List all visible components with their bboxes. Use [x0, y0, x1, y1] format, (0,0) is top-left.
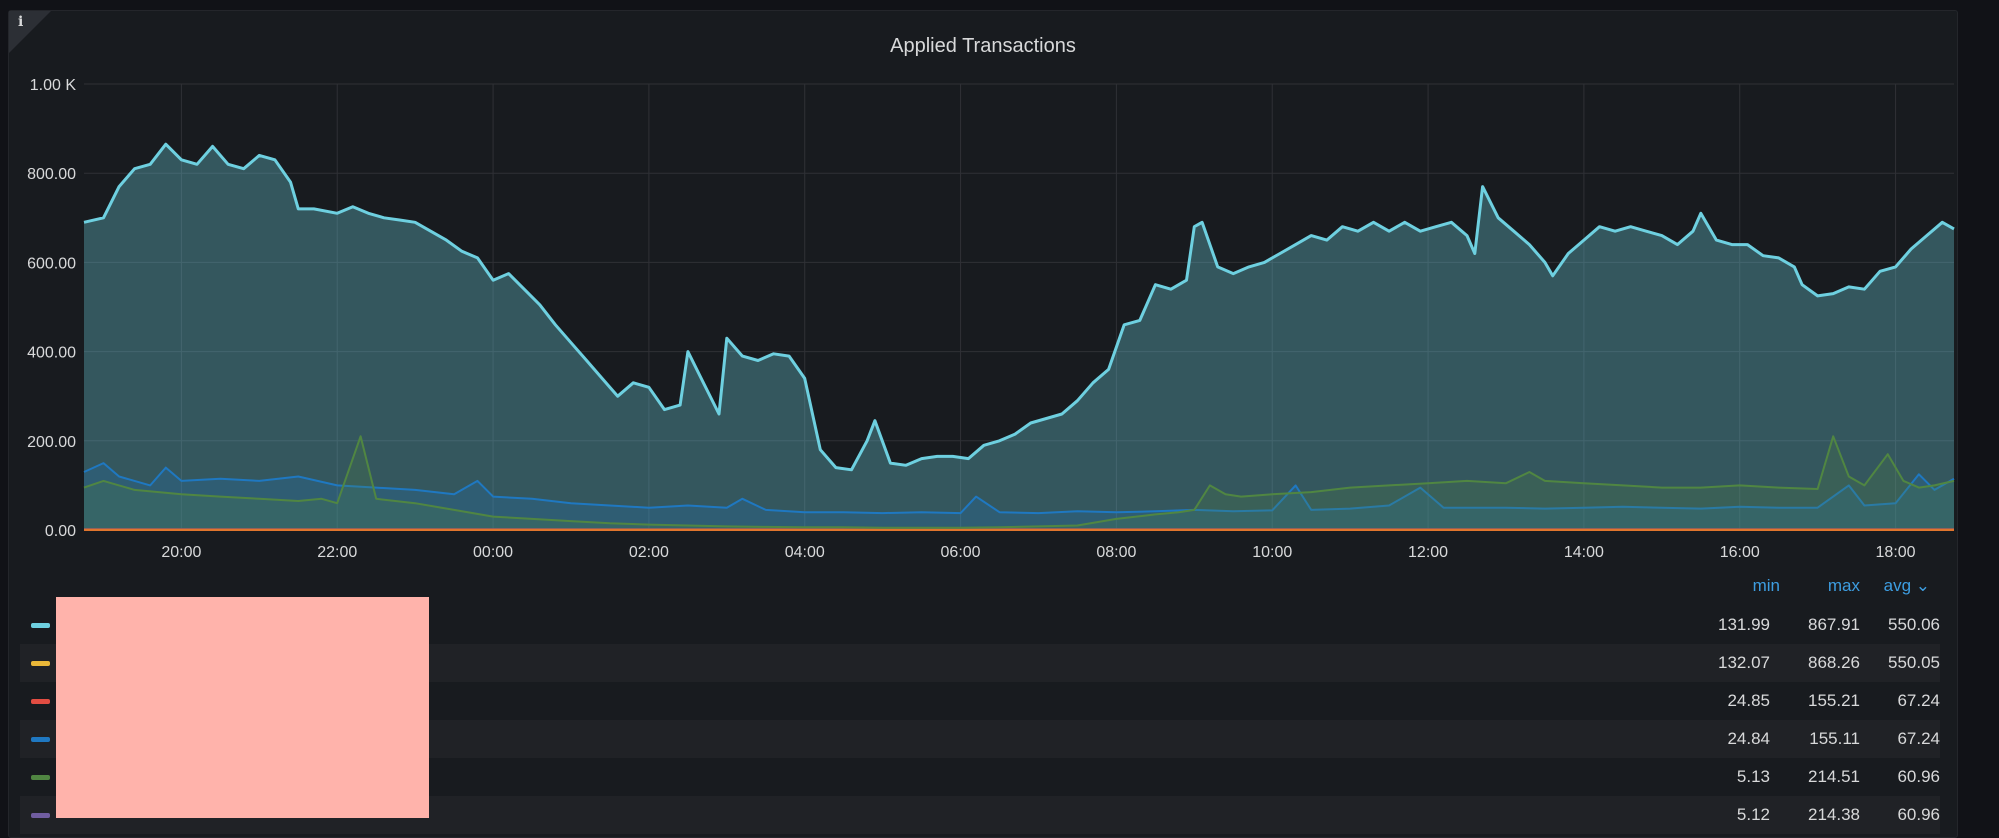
legend-row[interactable]: 131.99 867.91 550.06 — [20, 606, 1940, 644]
legend-color-swatch[interactable] — [31, 699, 50, 704]
legend-value-avg: 67.24 — [1897, 729, 1940, 748]
legend-value-min: 131.99 — [1718, 615, 1770, 634]
legend-value-min: 24.84 — [1727, 729, 1770, 748]
x-tick-label: 08:00 — [1096, 544, 1136, 561]
x-tick-label: 12:00 — [1408, 544, 1448, 561]
legend-header: min max avg ⌄ — [20, 570, 1940, 606]
legend-column-min[interactable]: min — [1752, 576, 1780, 595]
legend-value-avg: 550.05 — [1888, 653, 1940, 672]
legend-value-min: 5.13 — [1736, 767, 1770, 786]
legend-column-avg-sorted[interactable]: avg ⌄ — [1883, 576, 1930, 595]
x-tick-label: 16:00 — [1720, 544, 1760, 561]
redacted-series-names — [56, 597, 429, 818]
legend-value-avg: 550.06 — [1888, 615, 1940, 634]
legend-value-avg: 67.24 — [1897, 691, 1940, 710]
legend-value-avg: 60.96 — [1897, 805, 1940, 824]
legend-color-swatch[interactable] — [31, 623, 50, 628]
y-tick-label: 800.00 — [27, 166, 76, 183]
series-line-4 — [83, 435, 1955, 529]
x-tick-label: 22:00 — [317, 544, 357, 561]
x-tick-label: 04:00 — [785, 544, 825, 561]
legend-row[interactable]: 24.85 155.21 67.24 — [20, 682, 1940, 720]
y-tick-label: 400.00 — [27, 345, 76, 362]
x-tick-label: 02:00 — [629, 544, 669, 561]
x-tick-label: 06:00 — [941, 544, 981, 561]
series-line-3 — [83, 462, 1955, 515]
legend-color-swatch[interactable] — [31, 661, 50, 666]
legend-color-swatch[interactable] — [31, 813, 50, 818]
series-line-0 — [83, 142, 1955, 472]
panel-title[interactable]: Applied Transactions — [890, 35, 1076, 57]
info-icon[interactable]: i — [18, 14, 24, 30]
legend-value-max: 155.11 — [1809, 729, 1860, 748]
series-area-0 — [84, 144, 1954, 530]
legend-value-max: 214.38 — [1808, 805, 1860, 824]
legend-value-max: 214.51 — [1808, 767, 1860, 786]
series-area-4 — [84, 436, 1954, 530]
legend-value-min: 5.12 — [1736, 805, 1770, 824]
x-tick-label: 00:00 — [473, 544, 513, 561]
y-tick-label: 200.00 — [27, 434, 76, 451]
legend-value-min: 132.07 — [1718, 653, 1770, 672]
legend-value-max: 155.21 — [1808, 691, 1860, 710]
legend-row[interactable]: 5.13 214.51 60.96 — [20, 758, 1940, 796]
legend-color-swatch[interactable] — [31, 737, 50, 742]
x-tick-label: 20:00 — [161, 544, 201, 561]
y-tick-label: 600.00 — [27, 255, 76, 272]
y-tick-label: 0.00 — [45, 523, 76, 540]
x-tick-label: 10:00 — [1252, 544, 1292, 561]
series-area-3 — [84, 463, 1954, 530]
legend-color-swatch[interactable] — [31, 775, 50, 780]
legend-value-max: 868.26 — [1808, 653, 1860, 672]
x-tick-label: 18:00 — [1876, 544, 1916, 561]
legend-column-max[interactable]: max — [1827, 576, 1860, 595]
legend-value-min: 24.85 — [1727, 691, 1770, 710]
panel-info-corner[interactable] — [9, 11, 51, 53]
y-tick-label: 1.00 K — [30, 77, 77, 94]
x-tick-label: 14:00 — [1564, 544, 1604, 561]
legend-value-avg: 60.96 — [1897, 767, 1940, 786]
legend-value-max: 867.91 — [1808, 615, 1860, 634]
